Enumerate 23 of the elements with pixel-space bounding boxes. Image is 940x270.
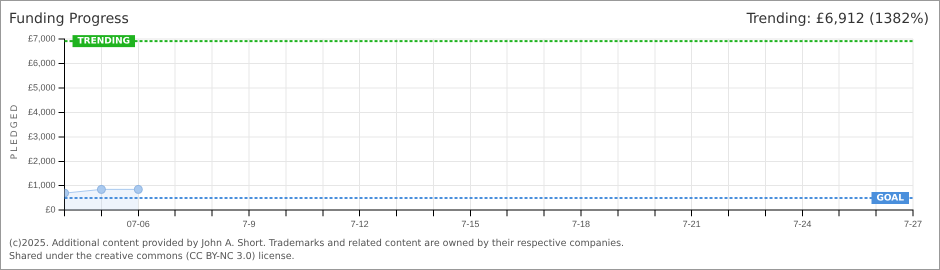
x-tick-label: 7-9 <box>242 219 256 230</box>
y-tick-label: £5,000 <box>28 82 56 92</box>
y-tick-label: £3,000 <box>28 131 56 142</box>
y-tick-label: £1,000 <box>28 180 56 190</box>
x-tick-label: 7-21 <box>682 219 701 230</box>
y-axis-title: PLEDGED <box>10 102 20 160</box>
y-tick-label: £4,000 <box>28 106 56 117</box>
y-tick-label: £2,000 <box>28 156 56 166</box>
chart-subtitle: Trending: £6,912 (1382%) <box>746 11 929 27</box>
x-tick-label: 7-15 <box>461 219 480 230</box>
x-tick-label: 7-27 <box>904 219 922 230</box>
y-tick-label: £6,000 <box>28 58 56 68</box>
y-tick-label: £0 <box>46 204 56 215</box>
text: (c)2025. Additional content provided by John A. Short. Trademarks and related content are owned by their respective companies. <box>9 238 624 249</box>
x-tick-label: 7-12 <box>350 219 369 230</box>
y-tick-label: £7,000 <box>28 33 56 44</box>
chart-title: Funding Progress <box>9 11 129 27</box>
x-tick-label: 7-18 <box>572 219 590 230</box>
text: Shared under the creative commons (CC BY-NC 3.0) license. <box>9 251 295 262</box>
ref-line-label: TRENDING <box>78 36 130 46</box>
x-tick-label: 07-06 <box>126 219 150 230</box>
x-tick-label: 7-24 <box>793 219 812 230</box>
ref-line-label: GOAL <box>876 193 904 204</box>
